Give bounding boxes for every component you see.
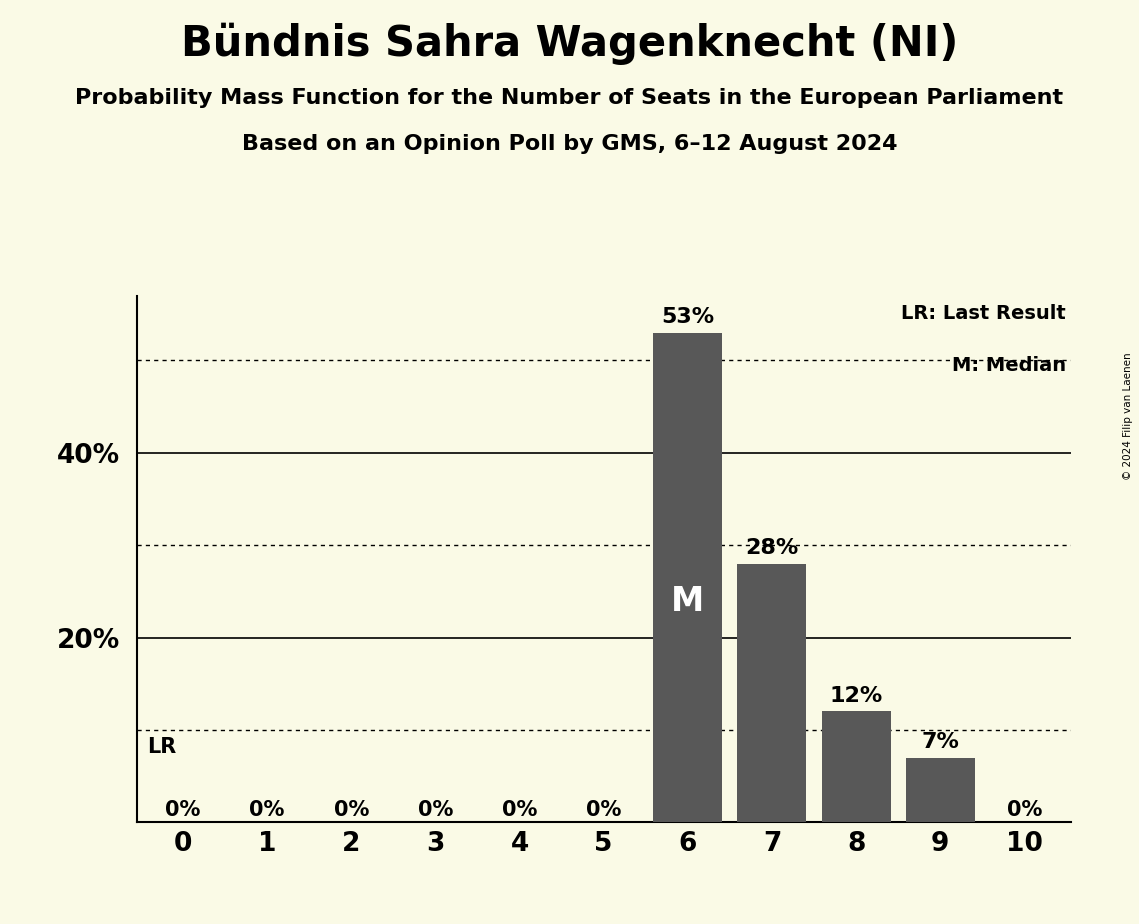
Text: © 2024 Filip van Laenen: © 2024 Filip van Laenen (1123, 352, 1133, 480)
Text: 0%: 0% (585, 799, 622, 820)
Text: 53%: 53% (662, 307, 714, 327)
Text: 0%: 0% (165, 799, 200, 820)
Text: 12%: 12% (829, 686, 883, 706)
Bar (906, 758, 975, 822)
Text: 0%: 0% (1007, 799, 1042, 820)
Text: 7%: 7% (921, 732, 959, 752)
Text: 28%: 28% (745, 538, 798, 558)
Text: LR: LR (148, 737, 177, 758)
Text: 0%: 0% (502, 799, 538, 820)
Bar (737, 564, 806, 822)
Text: Based on an Opinion Poll by GMS, 6–12 August 2024: Based on an Opinion Poll by GMS, 6–12 Au… (241, 134, 898, 154)
Bar (821, 711, 891, 822)
Text: M: Median: M: Median (952, 357, 1066, 375)
Text: Probability Mass Function for the Number of Seats in the European Parliament: Probability Mass Function for the Number… (75, 88, 1064, 108)
Text: M: M (671, 586, 704, 618)
Bar (654, 333, 722, 822)
Text: 0%: 0% (418, 799, 453, 820)
Text: 0%: 0% (334, 799, 369, 820)
Text: LR: Last Result: LR: Last Result (901, 304, 1066, 322)
Text: 0%: 0% (249, 799, 285, 820)
Text: Bündnis Sahra Wagenknecht (NI): Bündnis Sahra Wagenknecht (NI) (181, 23, 958, 66)
